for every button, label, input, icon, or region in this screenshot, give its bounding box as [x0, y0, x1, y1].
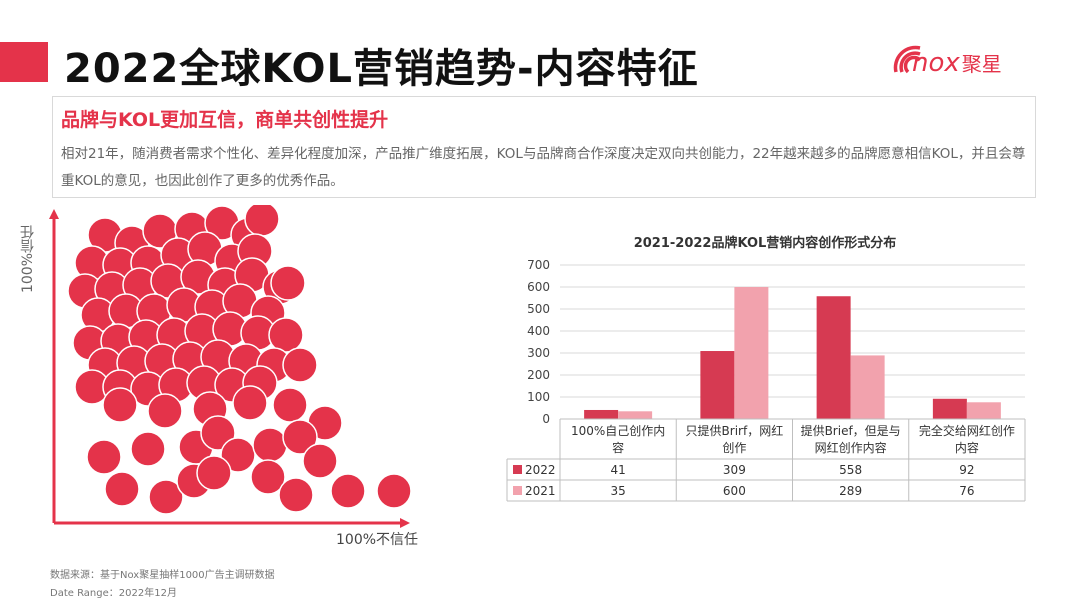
data-label-2022-0: 41 — [610, 463, 625, 477]
data-label-2021-1: 600 — [723, 484, 746, 498]
x-category-label: 只提供Brirf，网红 — [686, 423, 784, 438]
callout-title: 品牌与KOL更加互信，商单共创性提升 — [61, 109, 389, 131]
bubble — [270, 265, 306, 301]
bubble — [302, 443, 338, 479]
data-label-2021-3: 76 — [959, 484, 974, 498]
data-label-2021-2: 289 — [839, 484, 862, 498]
x-category-label: 网红创作内容 — [815, 440, 887, 455]
y-tick-label: 100 — [527, 390, 550, 404]
date-range: Date Range：2022年12月 — [50, 588, 177, 599]
data-label-2021-0: 35 — [610, 484, 625, 498]
bar-2021-3 — [966, 402, 1001, 419]
data-label-2022-1: 309 — [723, 463, 746, 477]
bubble — [104, 471, 140, 507]
bubble — [220, 437, 256, 473]
x-category-label: 提供Brief，但是与 — [801, 423, 901, 438]
y-tick-label: 300 — [527, 346, 550, 360]
bubble — [102, 387, 138, 423]
logo-brand: nox — [912, 48, 960, 78]
bubble — [196, 455, 232, 491]
bubble — [376, 473, 412, 509]
bubble — [130, 431, 166, 467]
y-axis-label: 100%信任 — [20, 225, 36, 294]
bubble — [330, 473, 366, 509]
y-tick-label: 0 — [542, 412, 550, 426]
trust-bubble-illustration: 100%信任 100%不信任 — [0, 205, 440, 555]
x-category-label: 100%自己创作内 — [571, 424, 665, 438]
bar-2022-1 — [700, 351, 735, 419]
data-label-2022-3: 92 — [959, 463, 974, 477]
y-tick-label: 600 — [527, 280, 550, 294]
bubble — [282, 419, 318, 455]
signal-icon — [893, 45, 922, 74]
chart-title: 2021-2022品牌KOL营销内容创作形式分布 — [633, 236, 897, 251]
callout-body: 相对21年，随消费者需求个性化、差异化程度加深，产品推广维度拓展，KOL与品牌商… — [61, 146, 1026, 189]
bar-2022-0 — [584, 409, 619, 419]
bar-2021-0 — [618, 411, 653, 419]
bubble — [86, 439, 122, 475]
nox-logo: nox 聚星 — [890, 40, 1030, 82]
bubble — [232, 385, 268, 421]
bubble — [244, 205, 280, 237]
y-tick-label: 500 — [527, 302, 550, 316]
legend-label-2022: 2022 — [525, 463, 556, 477]
bar-2021-1 — [734, 287, 769, 419]
legend-label-2021: 2021 — [525, 484, 556, 498]
bar-2021-2 — [850, 355, 885, 419]
bubble — [268, 317, 304, 353]
data-label-2022-2: 558 — [839, 463, 862, 477]
bubble — [282, 347, 318, 383]
y-tick-label: 200 — [527, 368, 550, 382]
bubble — [148, 479, 184, 515]
bubble — [252, 427, 288, 463]
x-category-label: 内容 — [955, 440, 979, 455]
page-title: 2022全球KOL营销趋势-内容特征 — [64, 46, 699, 92]
bubble — [250, 459, 286, 495]
x-axis-label: 100%不信任 — [336, 532, 419, 548]
data-source: 数据来源：基于Nox聚星抽样1000广告主调研数据 — [50, 570, 275, 581]
x-category-label: 完全交给网红创作 — [919, 423, 1015, 438]
bar-2022-3 — [932, 398, 967, 419]
legend-swatch-2022 — [513, 465, 522, 474]
y-tick-label: 700 — [527, 258, 550, 272]
x-category-label: 容 — [612, 440, 624, 455]
title-accent-bar — [0, 42, 48, 82]
x-category-label: 创作 — [722, 441, 746, 455]
bubble-svg — [49, 205, 412, 528]
logo-cn: 聚星 — [961, 52, 1002, 76]
bubble — [272, 387, 308, 423]
bar-2022-2 — [816, 296, 851, 419]
bubble — [278, 477, 314, 513]
legend-swatch-2021 — [513, 486, 522, 495]
y-tick-label: 400 — [527, 324, 550, 338]
insight-callout: 品牌与KOL更加互信，商单共创性提升 相对21年，随消费者需求个性化、差异化程度… — [52, 96, 1036, 198]
bubble — [147, 393, 183, 429]
